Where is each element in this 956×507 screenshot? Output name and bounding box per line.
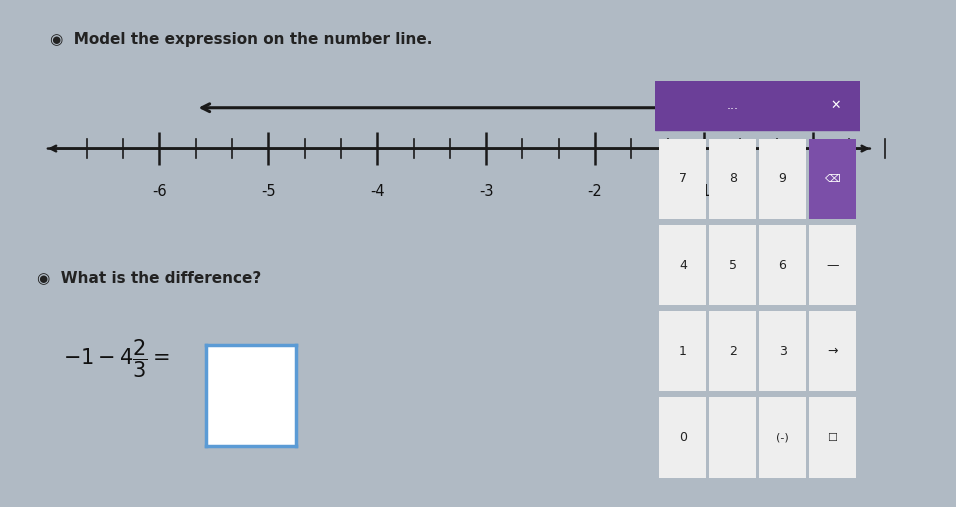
Text: -2: -2: [588, 184, 602, 199]
Text: -6: -6: [152, 184, 166, 199]
Text: -4: -4: [370, 184, 384, 199]
Text: -5: -5: [261, 184, 275, 199]
Text: 0: 0: [679, 431, 686, 444]
Text: —: —: [826, 259, 838, 272]
Text: 6: 6: [778, 259, 787, 272]
Bar: [655, 81, 860, 130]
Bar: [759, 311, 806, 391]
Bar: [809, 225, 856, 305]
Bar: [660, 225, 706, 305]
Text: 2: 2: [728, 345, 737, 358]
Text: 4: 4: [679, 259, 686, 272]
Text: 1: 1: [679, 345, 686, 358]
Text: -3: -3: [479, 184, 493, 199]
Text: ☐: ☐: [827, 432, 837, 443]
Bar: [709, 397, 756, 478]
Text: 0: 0: [808, 184, 817, 199]
Text: ◉  Model the expression on the number line.: ◉ Model the expression on the number lin…: [51, 32, 433, 47]
Bar: [809, 139, 856, 219]
Bar: [660, 311, 706, 391]
Bar: [660, 139, 706, 219]
Bar: [759, 225, 806, 305]
Text: -1: -1: [697, 184, 711, 199]
Text: ...: ...: [727, 99, 739, 112]
Text: ✕: ✕: [831, 99, 841, 112]
Bar: [809, 397, 856, 478]
Text: 8: 8: [728, 172, 737, 186]
Text: $-1 - 4\dfrac{2}{3} =$: $-1 - 4\dfrac{2}{3} =$: [63, 338, 170, 380]
Bar: [660, 397, 706, 478]
Bar: [759, 397, 806, 478]
Text: $-\frac{1}{3}$: $-\frac{1}{3}$: [768, 184, 785, 205]
Text: 7: 7: [679, 172, 686, 186]
Bar: [709, 139, 756, 219]
Bar: [709, 311, 756, 391]
Text: 5: 5: [728, 259, 737, 272]
Bar: [809, 311, 856, 391]
Text: 3: 3: [778, 345, 787, 358]
Text: (-): (-): [776, 432, 789, 443]
Bar: [709, 225, 756, 305]
Text: ⌫: ⌫: [824, 174, 840, 184]
Text: 9: 9: [778, 172, 787, 186]
Text: →: →: [827, 345, 837, 358]
Text: ◉  What is the difference?: ◉ What is the difference?: [37, 270, 262, 285]
Bar: [759, 139, 806, 219]
